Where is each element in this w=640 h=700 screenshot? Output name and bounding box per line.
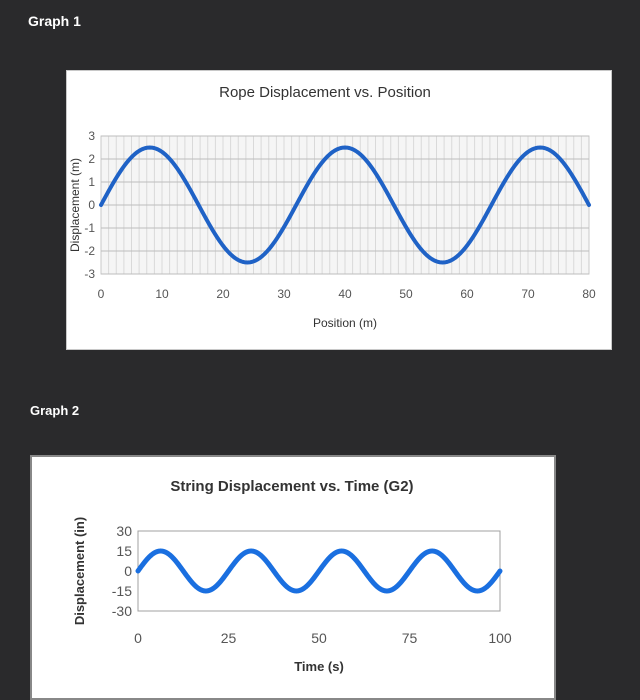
chart-1-svg: Rope Displacement vs. Position3210-1-2-3… xyxy=(68,84,596,330)
y-tick-label: -15 xyxy=(112,583,132,599)
x-tick-label: 60 xyxy=(460,287,474,301)
x-tick-label: 80 xyxy=(582,287,596,301)
series-line xyxy=(135,548,503,594)
chart-title: Rope Displacement vs. Position xyxy=(219,84,431,101)
y-tick-label: 15 xyxy=(116,543,132,559)
x-tick-label: 70 xyxy=(521,287,535,301)
y-tick-label: 1 xyxy=(88,175,95,189)
chart-title: String Displacement vs. Time (G2) xyxy=(170,478,413,495)
x-tick-label: 50 xyxy=(311,630,327,646)
x-tick-label: 50 xyxy=(399,287,413,301)
chart-2: String Displacement vs. Time (G2) 30 15 0 -1… xyxy=(30,455,556,700)
y-tick-label: -30 xyxy=(112,603,132,619)
y-tick-label: -2 xyxy=(84,244,95,258)
x-axis-label: Time (s) xyxy=(294,659,344,674)
chart-2-svg: String Displacement vs. Time (G2) 30 15 0 -1… xyxy=(72,478,512,674)
y-tick-label: 0 xyxy=(124,563,132,579)
graph-2-label: Graph 2 xyxy=(30,403,80,418)
y-tick-label: 0 xyxy=(88,198,95,212)
x-tick-label: 100 xyxy=(488,630,512,646)
chart-1: Rope Displacement vs. Position 3 2 1 0 -1 -2 -3… xyxy=(66,70,612,350)
y-tick-label: 30 xyxy=(116,523,132,539)
x-axis-label: Position (m) xyxy=(313,316,377,330)
x-tick-label: 0 xyxy=(134,630,142,646)
y-axis-label: Displacement (m) xyxy=(68,158,82,252)
x-tick-label: 25 xyxy=(221,630,237,646)
x-tick-label: 10 xyxy=(155,287,169,301)
y-tick-label: 2 xyxy=(88,152,95,166)
x-tick-label: 75 xyxy=(402,630,418,646)
y-tick-label: 3 xyxy=(88,129,95,143)
graph-1-label: Graph 1 xyxy=(28,13,81,29)
x-tick-label: 30 xyxy=(277,287,291,301)
y-tick-label: -3 xyxy=(84,267,95,281)
x-tick-label: 20 xyxy=(216,287,230,301)
y-tick-label: -1 xyxy=(84,221,95,235)
x-tick-label: 40 xyxy=(338,287,352,301)
series-line xyxy=(99,145,591,265)
x-tick-label: 0 xyxy=(98,287,105,301)
y-axis-label: Displacement (in) xyxy=(72,517,87,625)
